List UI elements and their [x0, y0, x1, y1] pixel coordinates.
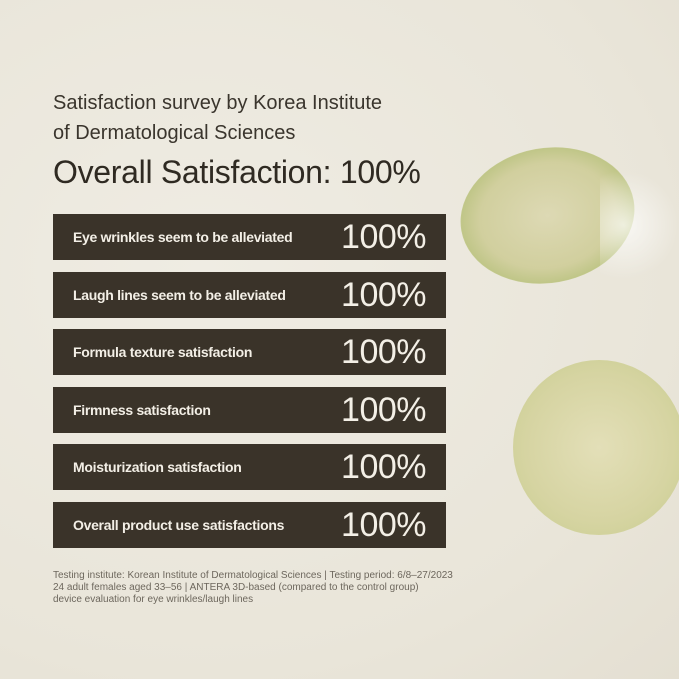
result-row: Overall product use satisfactions 100%	[53, 502, 446, 548]
result-row: Firmness satisfaction 100%	[53, 387, 446, 433]
result-label: Overall product use satisfactions	[73, 517, 285, 533]
subtitle-line: of Dermatological Sciences	[53, 122, 296, 144]
result-label: Firmness satisfaction	[73, 402, 211, 418]
result-label: Formula texture satisfaction	[73, 344, 253, 360]
result-row: Eye wrinkles seem to be alleviated 100%	[53, 214, 446, 260]
result-row: Formula texture satisfaction 100%	[53, 329, 446, 375]
page-title: Overall Satisfaction: 100%	[53, 154, 421, 190]
result-value: 100%	[341, 447, 426, 486]
subtitle-line: Satisfaction survey by Korea Institute	[53, 92, 383, 114]
result-value: 100%	[341, 332, 426, 371]
result-row: Moisturization satisfaction 100%	[53, 444, 446, 490]
footnote-line: Testing institute: Korean Institute of D…	[53, 570, 453, 581]
result-label: Eye wrinkles seem to be alleviated	[73, 229, 293, 245]
result-value: 100%	[341, 275, 426, 314]
result-label: Moisturization satisfaction	[73, 459, 242, 475]
footnote-line: device evaluation for eye wrinkles/laugh…	[53, 594, 254, 605]
result-value: 100%	[341, 217, 426, 256]
result-row: Laugh lines seem to be alleviated 100%	[53, 272, 446, 318]
result-value: 100%	[341, 390, 426, 429]
result-label: Laugh lines seem to be alleviated	[73, 287, 286, 303]
footnote: Testing institute: Korean Institute of D…	[53, 570, 453, 606]
result-value: 100%	[341, 505, 426, 544]
lime-slice-image	[513, 360, 679, 535]
footnote-line: 24 adult females aged 33–56 | ANTERA 3D-…	[53, 582, 419, 593]
survey-subtitle: Satisfaction survey by Korea Institute o…	[53, 88, 382, 148]
water-splash-image	[600, 170, 679, 280]
